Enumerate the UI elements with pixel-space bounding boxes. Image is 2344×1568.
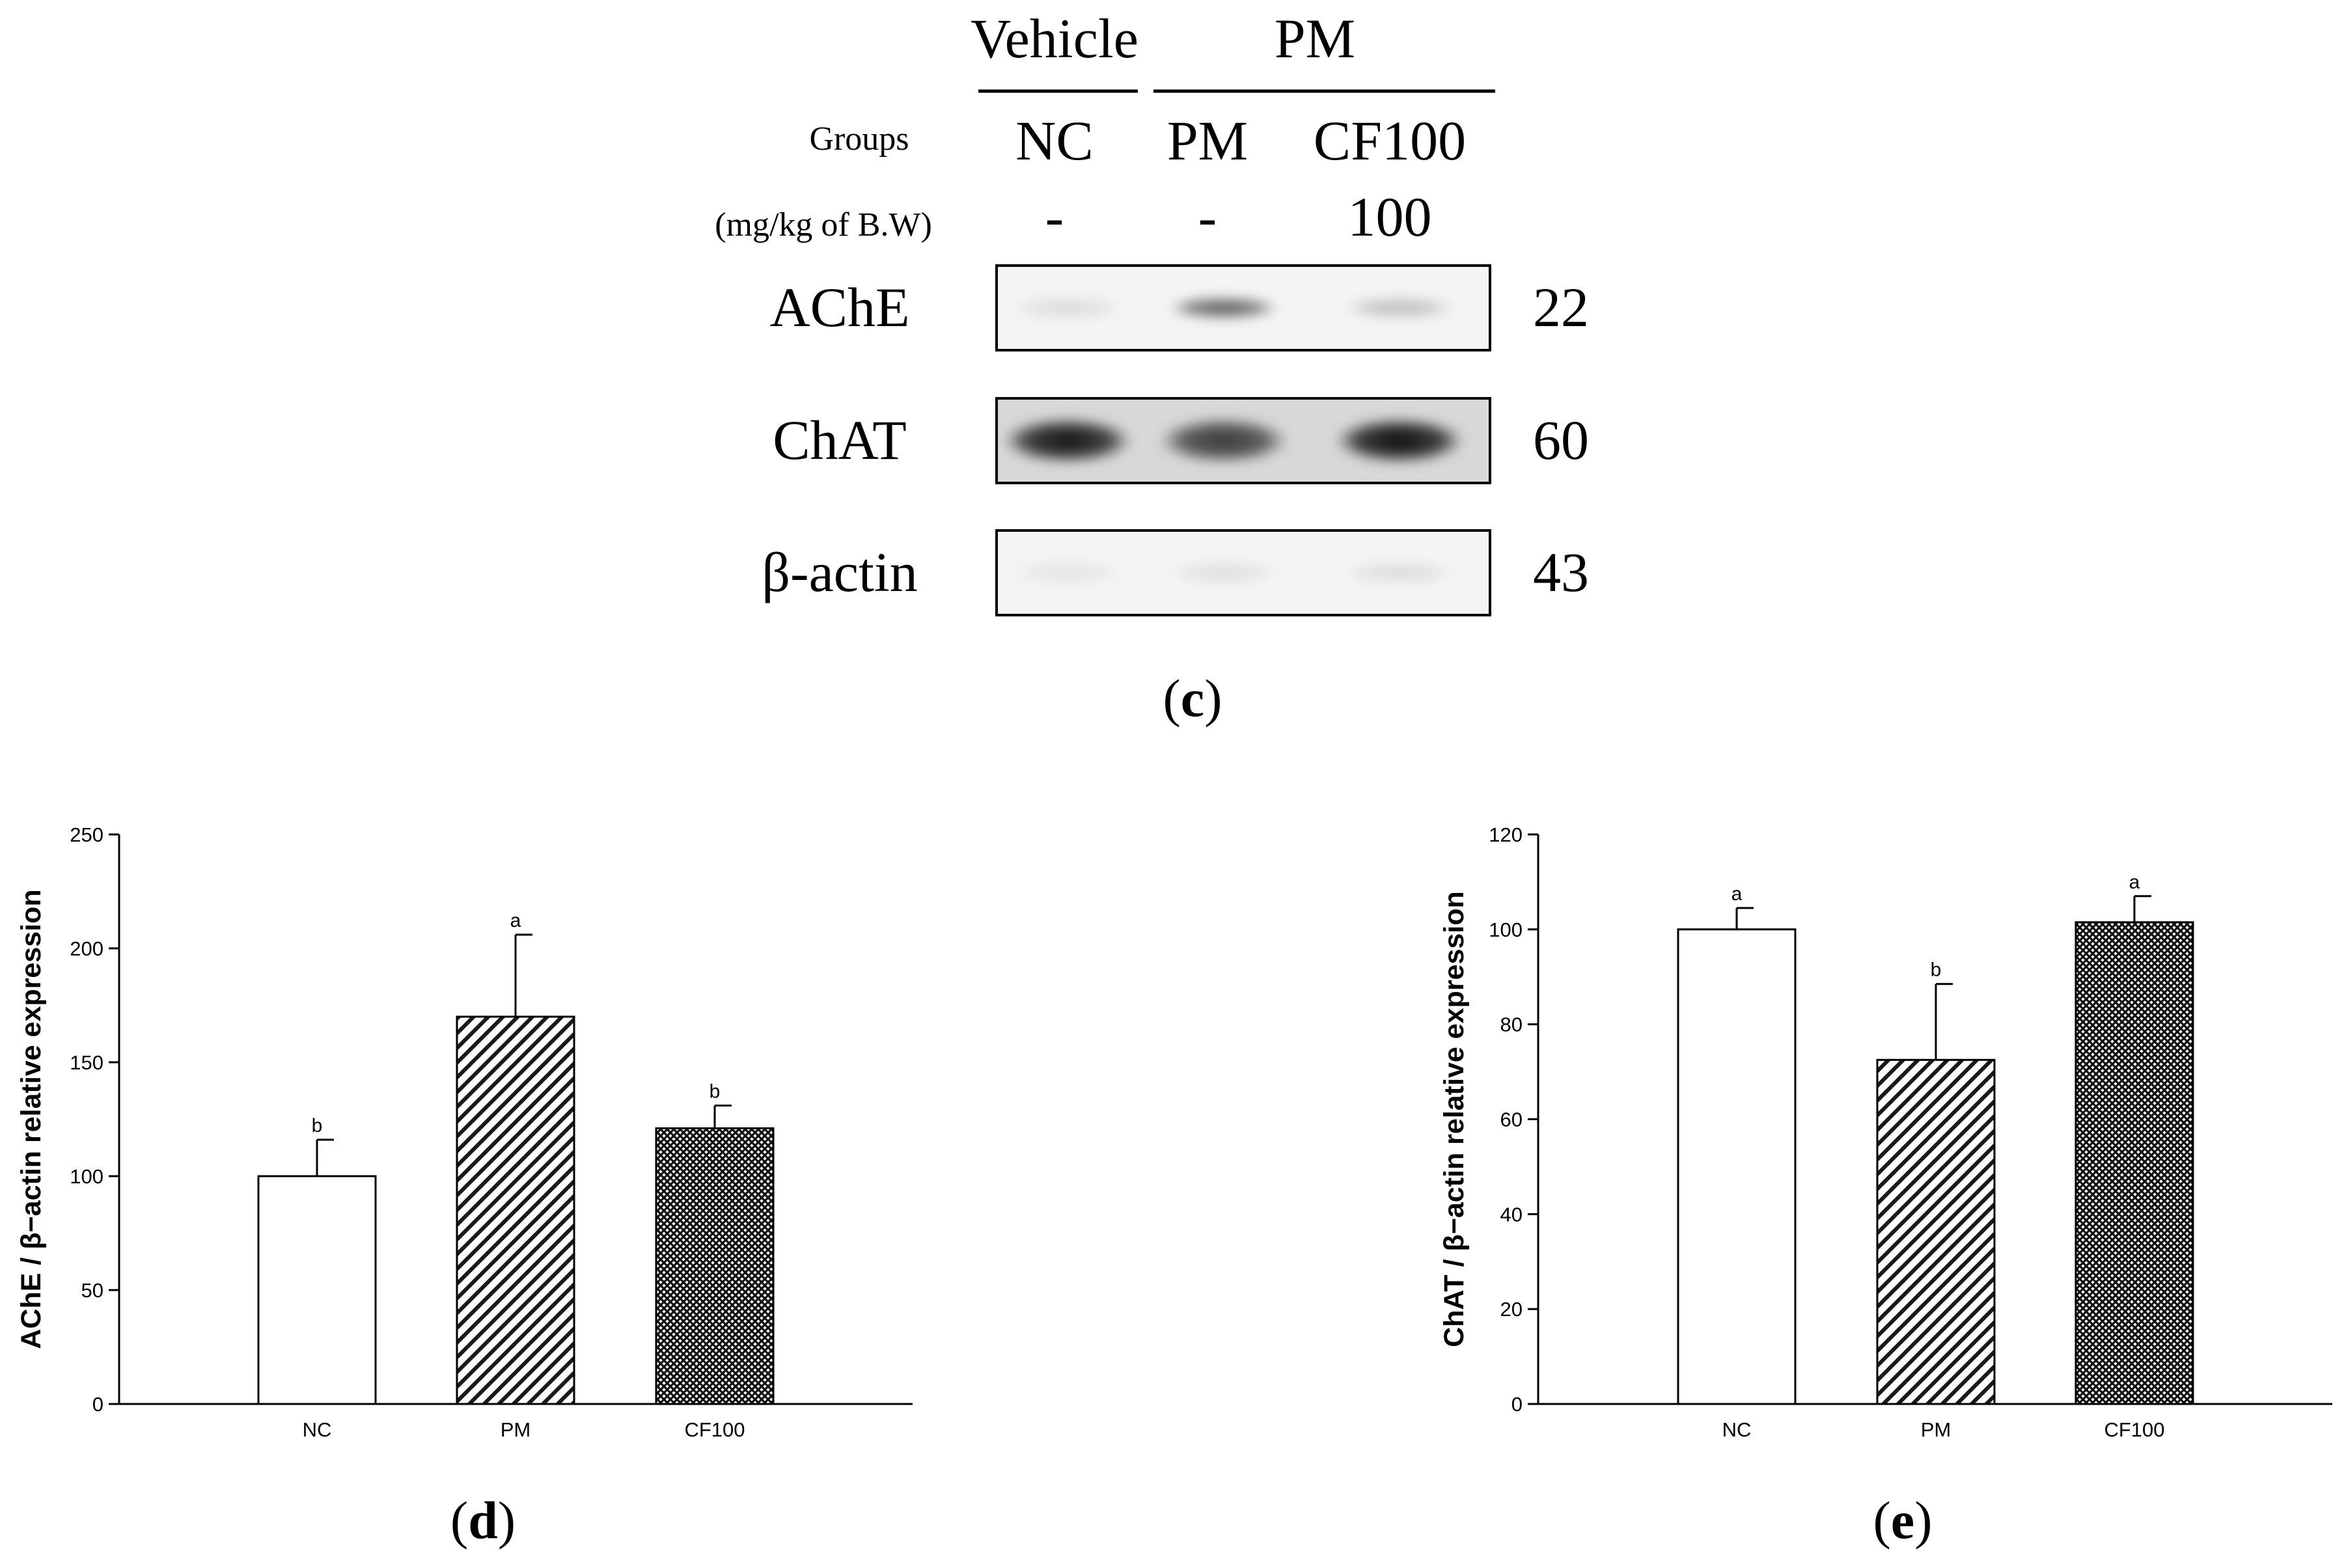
y-axis-label: AChE / β−actin relative expression [16, 889, 47, 1349]
x-tick-label: CF100 [2104, 1418, 2164, 1441]
significance-letter: a [510, 910, 521, 931]
y-tick-label: 0 [92, 1393, 103, 1416]
y-tick-label: 40 [1500, 1203, 1523, 1226]
bar-nc [1677, 928, 1797, 1405]
y-tick-label: 60 [1500, 1108, 1523, 1131]
header-group-pm: PM [1275, 7, 1355, 70]
lane-name-nc: NC [1015, 109, 1093, 172]
blot-band [1168, 297, 1279, 319]
y-axis-label: ChAT / β−actin relative expression [1439, 891, 1470, 1347]
y-tick-label: 120 [1489, 823, 1523, 846]
y-tick-label: 20 [1500, 1298, 1523, 1321]
molecular-weight-label: 43 [1533, 541, 1589, 603]
y-tick-label: 250 [70, 823, 103, 846]
bar-cf100 [655, 1127, 775, 1405]
blot-band [1334, 418, 1465, 463]
chat-bar-chart: 0 20 40 60 80 100 120 ChAT / β−actin relative e… [1439, 823, 2332, 1550]
bar-cf100 [2075, 921, 2194, 1405]
groups-label: Groups [809, 120, 909, 158]
lane-dose-cf100: 100 [1348, 186, 1432, 248]
x-tick-label: CF100 [684, 1418, 745, 1441]
y-tick-label: 100 [1489, 918, 1523, 941]
blot-row-ache: AChE 22 [770, 264, 1589, 351]
significance-letter: a [1731, 883, 1743, 905]
blot-row-actin: β-actin 43 [762, 529, 1589, 616]
significance-letter: b [312, 1115, 323, 1136]
western-blot-panel: Vehicle PM Groups (mg/kg of B.W) NC - PM - C… [715, 7, 1589, 728]
significance-letter: a [2129, 872, 2140, 893]
panel-label-d: (d) [450, 1491, 516, 1550]
bar-pm [1876, 1058, 1996, 1405]
blot-band [1012, 562, 1123, 584]
lane-dose-nc: - [1045, 186, 1064, 248]
y-tick-label: 100 [70, 1165, 103, 1188]
blot-band [1344, 297, 1455, 319]
lane-name-pm: PM [1167, 109, 1248, 172]
bar-nc [257, 1175, 377, 1405]
blot-band [1159, 418, 1289, 463]
x-tick-label: NC [303, 1418, 332, 1441]
significance-letter: b [1931, 959, 1942, 981]
blot-row-chat: ChAT 60 [773, 397, 1589, 484]
panel-label-e: (e) [1873, 1491, 1932, 1550]
y-tick-label: 50 [81, 1279, 103, 1302]
y-tick-label: 0 [1511, 1393, 1523, 1416]
blot-band [1168, 562, 1279, 584]
y-tick-label: 150 [70, 1051, 103, 1074]
protein-label: AChE [770, 276, 910, 338]
blot-band [1002, 418, 1133, 463]
x-tick-label: PM [1921, 1418, 1951, 1441]
y-tick-label: 200 [70, 937, 103, 960]
blot-rows: AChE 22 ChAT 60 β-actin 43 [762, 264, 1589, 616]
x-tick-label: PM [501, 1418, 531, 1441]
blot-band [1012, 297, 1123, 319]
blot-band [1344, 562, 1455, 584]
lane-dose-pm: - [1198, 186, 1217, 248]
x-tick-label: NC [1722, 1418, 1752, 1441]
panel-label-c: (c) [1163, 668, 1222, 728]
ache-bar-chart: 0 50 100 150 200 250 AChE / β−actin relative e… [16, 823, 913, 1550]
protein-label: ChAT [773, 409, 906, 471]
y-tick-label: 80 [1500, 1013, 1523, 1036]
bar-pm [456, 1015, 575, 1405]
dose-label: (mg/kg of B.W) [715, 206, 932, 243]
molecular-weight-label: 22 [1533, 276, 1589, 338]
protein-label: β-actin [762, 541, 918, 603]
lane-name-cf100: CF100 [1314, 109, 1466, 172]
significance-letter: b [710, 1081, 721, 1103]
header-group-vehicle: Vehicle [971, 7, 1138, 70]
lane-headers: NC - PM - CF100 100 [1015, 109, 1466, 248]
molecular-weight-label: 60 [1533, 409, 1589, 471]
